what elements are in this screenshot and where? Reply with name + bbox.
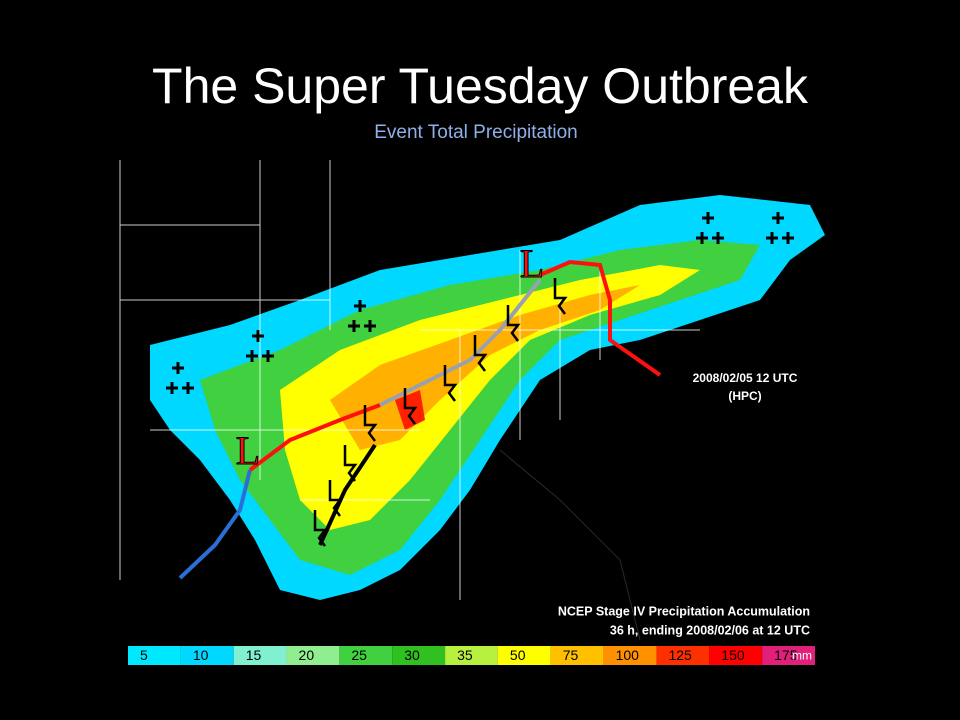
- legend-label: 25: [351, 647, 367, 663]
- caption-line: NCEP Stage IV Precipitation Accumulation: [558, 604, 810, 618]
- low-symbol: L: [520, 241, 544, 286]
- title: The Super Tuesday Outbreak: [152, 58, 809, 114]
- legend-label: 15: [246, 647, 262, 663]
- legend-label: 100: [616, 647, 640, 663]
- storm-markers: [313, 278, 568, 547]
- legend-label: 5: [140, 647, 148, 663]
- legend-label: 150: [721, 647, 745, 663]
- legend-label: 50: [510, 647, 526, 663]
- legend-swatch: [709, 646, 763, 665]
- legend-label: 10: [193, 647, 209, 663]
- map: L L: [119, 160, 825, 641]
- legend-label: 175: [774, 647, 798, 663]
- legend-label: 30: [404, 647, 420, 663]
- legend-swatch: [603, 646, 657, 665]
- legend-label: 20: [299, 647, 315, 663]
- legend-swatch: [445, 646, 498, 665]
- legend-swatch: [497, 646, 551, 665]
- legend-swatch: [128, 646, 181, 665]
- legend-swatch: [762, 646, 815, 665]
- cold-front: [178, 469, 252, 580]
- low-symbol: L: [236, 428, 260, 473]
- legend-unit: mm: [792, 649, 812, 663]
- legend-swatch: [550, 646, 604, 665]
- legend-label: 35: [457, 647, 473, 663]
- valid-time: 2008/02/05 12 UTC: [693, 371, 798, 385]
- precip-125: [395, 390, 425, 430]
- caption-line: 36 h, ending 2008/02/06 at 12 UTC: [610, 623, 810, 637]
- legend-swatch: [656, 646, 710, 665]
- legend-label: 125: [668, 647, 692, 663]
- warm-front: [248, 259, 662, 472]
- occluded-front: [379, 278, 542, 407]
- legend-swatch: [286, 646, 340, 665]
- snow-markers: [166, 212, 794, 394]
- legend-label: 75: [563, 647, 579, 663]
- legend-swatch: [339, 646, 393, 665]
- squall-line: [318, 443, 377, 546]
- legend-swatch: [392, 646, 446, 665]
- legend-swatch: [180, 646, 234, 665]
- source: (HPC): [728, 389, 761, 403]
- precip-50: [280, 265, 700, 530]
- subtitle: Event Total Precipitation: [374, 122, 578, 143]
- legend-swatch: [233, 646, 287, 665]
